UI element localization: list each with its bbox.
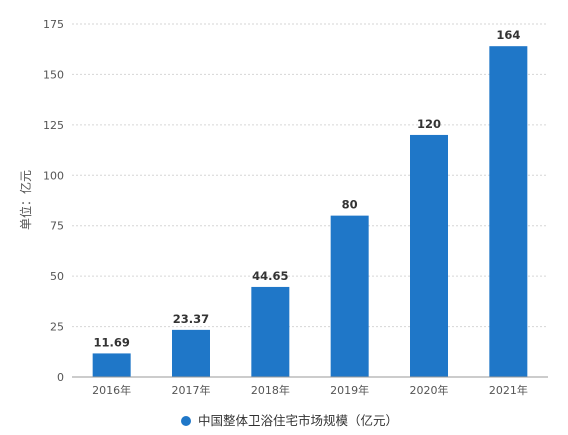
data-label: 23.37: [173, 312, 209, 326]
legend-label: 中国整体卫浴住宅市场规模（亿元）: [198, 413, 398, 428]
y-tick-labels: 0 25 50 75 100 125 150 175: [43, 18, 64, 384]
legend: 中国整体卫浴住宅市场规模（亿元）: [181, 413, 398, 428]
data-label: 164: [496, 28, 520, 42]
x-tick-labels: 2016年 2017年 2018年 2019年 2020年 2021年: [92, 383, 528, 397]
y-tick-label: 125: [43, 119, 64, 132]
bar: [172, 329, 210, 377]
x-tick-label: 2018年: [251, 383, 290, 397]
x-tick-label: 2017年: [172, 383, 211, 397]
y-tick-label: 175: [43, 18, 64, 31]
y-tick-label: 50: [50, 270, 64, 283]
y-tick-label: 150: [43, 68, 64, 81]
data-label: 80: [342, 198, 358, 212]
gridlines: [72, 23, 548, 328]
data-labels: 11.69 23.37 44.65 80 120 164: [93, 28, 520, 349]
bar: [92, 353, 131, 377]
x-tick-label: 2019年: [330, 383, 369, 397]
y-tick-label: 0: [57, 371, 64, 384]
bar: [410, 134, 448, 377]
bars: [92, 46, 528, 378]
data-label: 120: [417, 117, 441, 131]
x-tick-label: 2020年: [410, 383, 449, 397]
y-tick-label: 25: [50, 321, 64, 334]
x-tick-label: 2016年: [92, 383, 131, 397]
legend-marker: [181, 416, 191, 426]
bar: [251, 286, 290, 377]
bar: [330, 215, 369, 377]
y-tick-label: 75: [50, 220, 64, 233]
data-label: 11.69: [93, 335, 129, 349]
data-label: 44.65: [252, 269, 288, 283]
y-axis-label: 单位：亿元: [18, 170, 33, 230]
bar: [489, 46, 528, 378]
y-tick-label: 100: [43, 169, 64, 182]
x-tick-label: 2021年: [489, 383, 528, 397]
